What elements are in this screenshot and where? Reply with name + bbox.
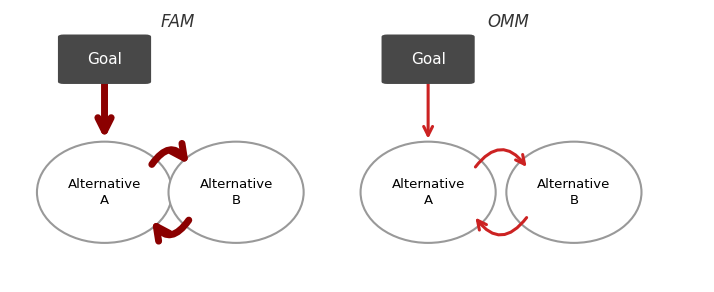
FancyArrowPatch shape	[476, 150, 525, 167]
Text: Alternative
A: Alternative A	[68, 178, 141, 207]
Text: OMM: OMM	[487, 13, 529, 31]
Ellipse shape	[361, 142, 496, 243]
Text: Goal: Goal	[411, 52, 446, 67]
FancyBboxPatch shape	[381, 34, 475, 84]
Text: Alternative
B: Alternative B	[199, 178, 273, 207]
Ellipse shape	[37, 142, 172, 243]
Text: FAM: FAM	[160, 13, 195, 31]
FancyBboxPatch shape	[58, 34, 151, 84]
FancyArrowPatch shape	[152, 143, 184, 164]
Text: Alternative
B: Alternative B	[537, 178, 610, 207]
FancyArrowPatch shape	[478, 218, 527, 235]
Ellipse shape	[506, 142, 641, 243]
FancyArrowPatch shape	[156, 220, 188, 241]
Text: Alternative
A: Alternative A	[391, 178, 465, 207]
Ellipse shape	[169, 142, 303, 243]
Text: Goal: Goal	[87, 52, 122, 67]
